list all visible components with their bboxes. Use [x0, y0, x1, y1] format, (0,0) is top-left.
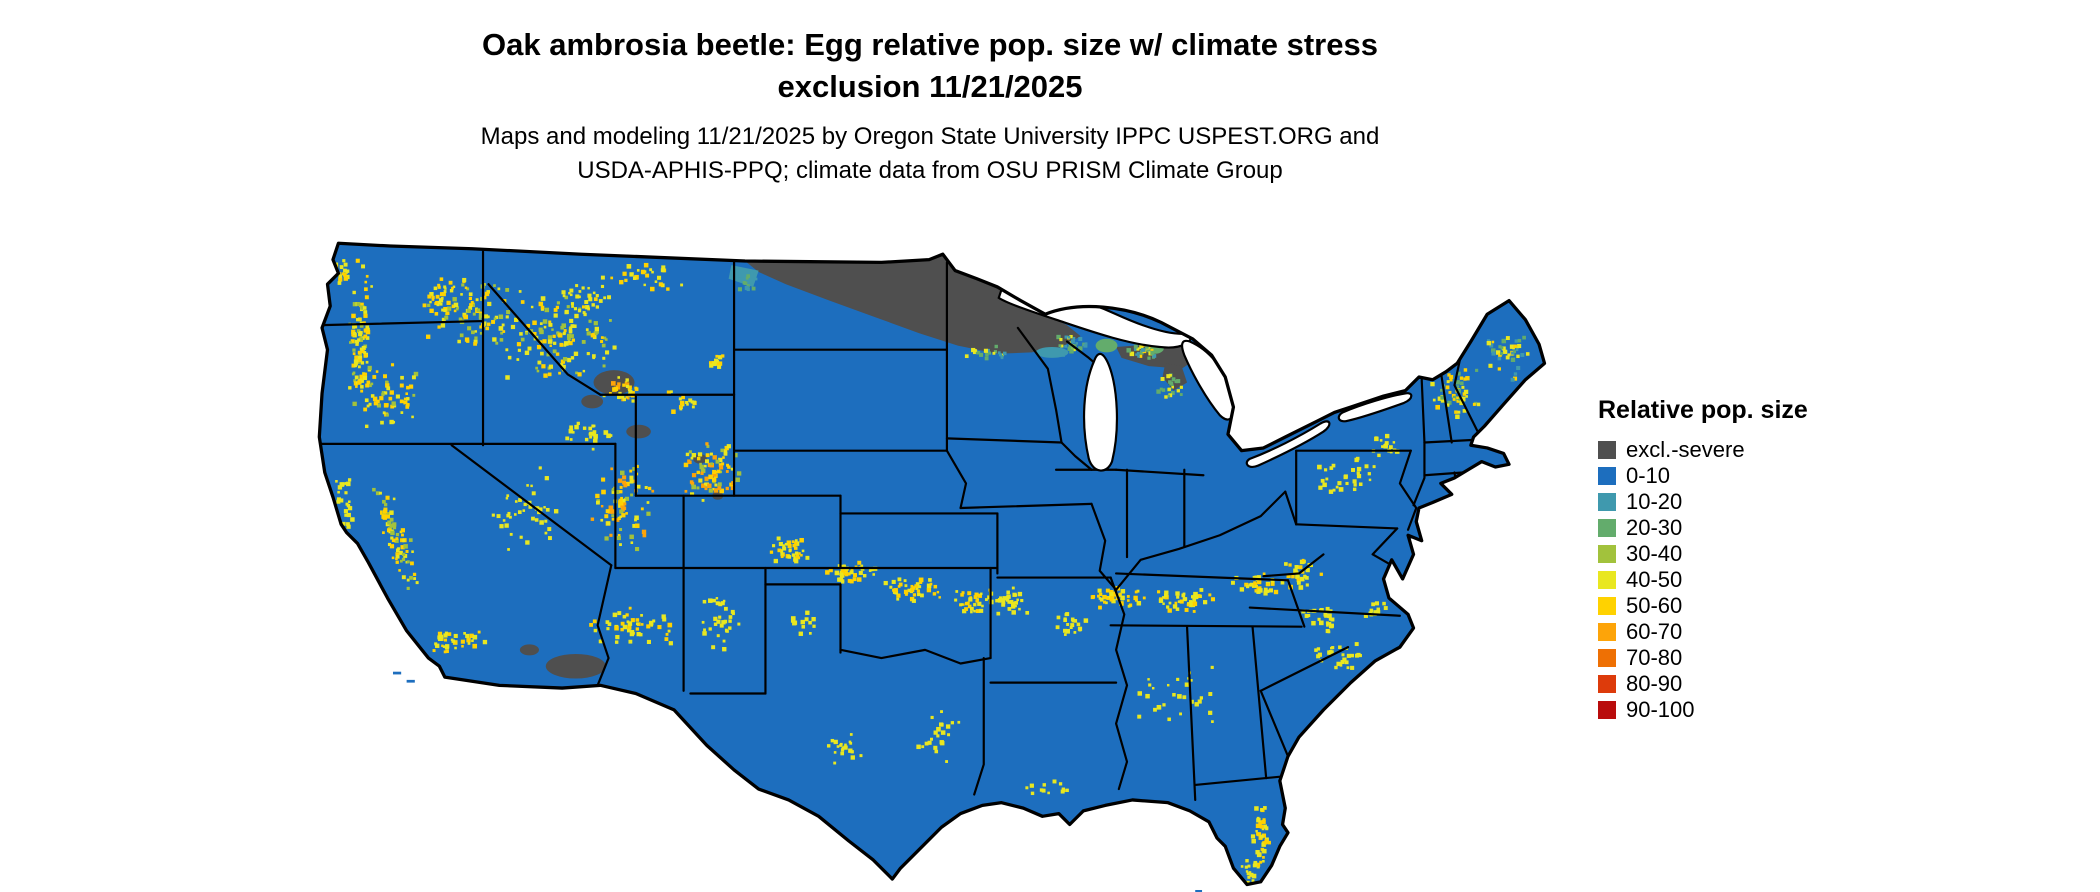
legend-item-label: 20-30 — [1626, 515, 1683, 540]
legend-swatch — [1598, 519, 1616, 537]
legend-item-label: 80-90 — [1626, 671, 1683, 696]
legend-item: 10-20 — [1598, 489, 1808, 515]
page-subtitle: Maps and modeling 11/21/2025 by Oregon S… — [480, 123, 1380, 184]
state-borders — [319, 250, 1481, 802]
legend-swatch — [1598, 441, 1616, 459]
legend-item: 40-50 — [1598, 567, 1808, 593]
legend-item: 50-60 — [1598, 593, 1808, 619]
legend-item: 20-30 — [1598, 515, 1808, 541]
legend-item: 80-90 — [1598, 671, 1808, 697]
us-outline — [317, 241, 1547, 887]
legend-item-label: excl.-severe — [1626, 437, 1745, 462]
legend-item-label: 70-80 — [1626, 645, 1683, 670]
legend-swatch — [1598, 701, 1616, 719]
legend-items: excl.-severe 0-10 10-20 20-30 30-40 40-50 50-6… — [1598, 437, 1808, 723]
lake-michigan-shape — [1082, 352, 1119, 472]
us-map — [317, 241, 1547, 892]
legend-item-label: 0-10 — [1626, 463, 1671, 488]
legend-item-label: 40-50 — [1626, 567, 1683, 592]
legend-swatch — [1598, 597, 1616, 615]
legend-swatch — [1598, 493, 1616, 511]
legend-swatch — [1598, 675, 1616, 693]
legend-item: 70-80 — [1598, 645, 1808, 671]
legend-item: 60-70 — [1598, 619, 1808, 645]
legend-item-label: 60-70 — [1626, 619, 1683, 644]
legend-swatch — [1598, 649, 1616, 667]
legend-title: Relative pop. size — [1598, 396, 1808, 424]
lake-ontario-shape — [1337, 392, 1413, 423]
offshore-islands — [392, 671, 1203, 892]
legend-item-label: 10-20 — [1626, 489, 1683, 514]
legend-item: 0-10 — [1598, 463, 1808, 489]
legend-item: 30-40 — [1598, 541, 1808, 567]
legend-item-label: 50-60 — [1626, 593, 1683, 618]
legend: Relative pop. size excl.-severe 0-10 10-20… — [1598, 396, 1808, 723]
legend-swatch — [1598, 571, 1616, 589]
legend-item-label: 30-40 — [1626, 541, 1683, 566]
legend-swatch — [1598, 545, 1616, 563]
legend-swatch — [1598, 623, 1616, 641]
legend-item: excl.-severe — [1598, 437, 1808, 463]
page-title: Oak ambrosia beetle: Egg relative pop. s… — [482, 27, 1378, 104]
legend-item: 90-100 — [1598, 697, 1808, 723]
legend-swatch — [1598, 467, 1616, 485]
legend-item-label: 90-100 — [1626, 697, 1695, 722]
lake-erie-shape — [1245, 420, 1331, 469]
